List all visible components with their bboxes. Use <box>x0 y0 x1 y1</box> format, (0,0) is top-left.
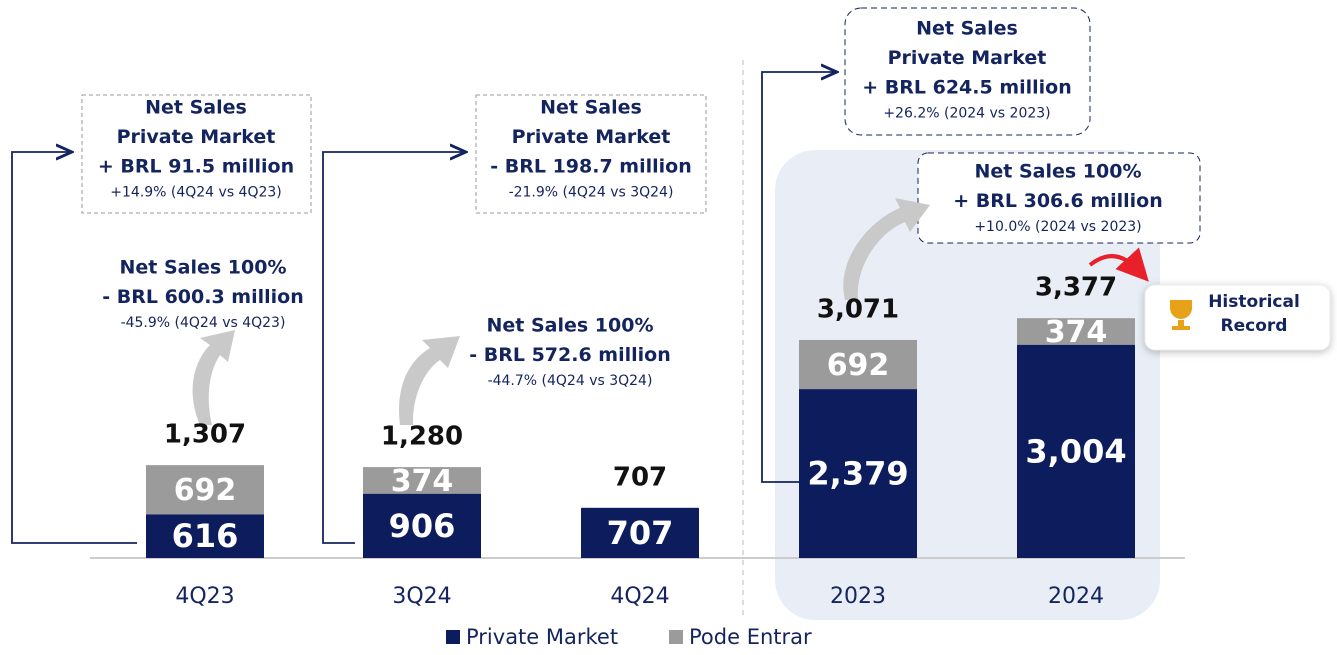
annotation-text: -21.9% (4Q24 vs 3Q24) <box>509 185 674 201</box>
x-tick-label: 2023 <box>830 584 886 609</box>
value-label: 692 <box>827 348 890 383</box>
annotation-box <box>917 152 1201 244</box>
bar-segment <box>146 514 264 558</box>
annotation-box <box>475 94 707 214</box>
x-tick-label: 3Q24 <box>392 584 451 609</box>
bar-segment <box>363 493 481 558</box>
bar-segment <box>1017 318 1135 345</box>
x-tick-label: 4Q23 <box>175 584 234 609</box>
value-label: 707 <box>607 514 674 552</box>
value-label: 692 <box>174 473 237 508</box>
trophy-icon <box>1170 300 1192 330</box>
total-label: 1,307 <box>164 420 246 450</box>
annotation-text: Record <box>1221 316 1288 336</box>
bar-segment <box>1017 344 1135 558</box>
gray-arrows <box>192 198 930 425</box>
annotation-box <box>81 94 312 214</box>
annotation-text: + BRL 306.6 million <box>953 190 1163 212</box>
annotation-text: + BRL 91.5 million <box>98 156 294 178</box>
bar-segment <box>799 339 917 390</box>
annotation-text: - BRL 198.7 million <box>490 156 691 178</box>
total-label: 1,280 <box>381 422 463 452</box>
value-label: 3,004 <box>1025 432 1126 470</box>
annotation-text: Net Sales 100% <box>486 315 653 337</box>
total-label: 3,377 <box>1035 273 1117 303</box>
bar-segment <box>146 465 264 515</box>
bar-segment <box>363 467 481 494</box>
annotation-box <box>844 7 1091 136</box>
annotation-text: -44.7% (4Q24 vs 3Q24) <box>488 373 653 389</box>
annotation-text: +26.2% (2024 vs 2023) <box>883 106 1050 122</box>
annotation-text: - BRL 572.6 million <box>469 344 670 366</box>
red-arrow <box>1088 247 1149 282</box>
x-tick-label: 4Q24 <box>610 584 669 609</box>
total-label: 707 <box>613 462 667 492</box>
value-label: 2,379 <box>807 455 908 493</box>
value-label: 906 <box>389 507 456 545</box>
annotation-text: Net Sales 100% <box>974 161 1141 183</box>
annotation-text: -45.9% (4Q24 vs 4Q23) <box>121 315 286 331</box>
x-tick-label: 2024 <box>1048 584 1104 609</box>
legend-swatch <box>669 630 683 644</box>
annotation-text: Historical <box>1208 292 1300 312</box>
bar-segment <box>581 507 699 558</box>
connectors <box>11 72 837 544</box>
annotation-text: Private Market <box>888 47 1047 69</box>
annotation-text: +10.0% (2024 vs 2023) <box>974 219 1141 235</box>
annotation-text: Private Market <box>512 126 671 148</box>
legend-swatch <box>446 630 460 644</box>
annotation-text: Net Sales <box>145 97 247 119</box>
annotation-text: Private Market <box>117 126 276 148</box>
value-label: 616 <box>172 517 239 555</box>
value-label: 374 <box>1045 315 1108 350</box>
annotation-text: Net Sales <box>540 97 642 119</box>
annotation-text: +14.9% (4Q24 vs 4Q23) <box>110 185 282 201</box>
legend-label: Private Market <box>466 625 618 649</box>
total-label: 3,071 <box>817 294 899 324</box>
annotation-text: + BRL 624.5 million <box>862 77 1072 99</box>
annotation-text: Net Sales <box>916 18 1018 40</box>
bar-segment <box>799 389 917 558</box>
legend-label: Pode Entrar <box>689 625 812 649</box>
annotation-text: Net Sales 100% <box>119 257 286 279</box>
value-label: 374 <box>391 464 454 499</box>
annotation-text: - BRL 600.3 million <box>102 286 303 308</box>
